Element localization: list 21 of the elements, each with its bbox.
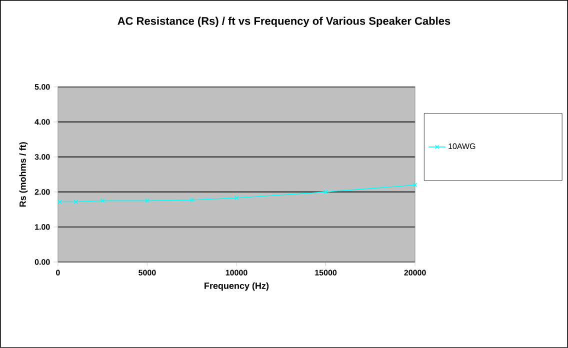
y-axis-title: Rs (mohms / ft)	[19, 142, 28, 207]
y-tick-label: 2.00	[34, 189, 50, 195]
point	[234, 196, 239, 200]
point	[100, 198, 105, 203]
x-tick-label: 0	[56, 270, 60, 276]
x-tick-label: 20000	[404, 270, 426, 276]
x-axis-title: Frequency (Hz)	[204, 282, 269, 291]
chart-title: AC Resistance (Rs) / ft vs Frequency of Various Speaker Cables	[118, 16, 450, 28]
point	[145, 198, 150, 203]
point	[324, 190, 328, 194]
x-tick-label: 10000	[226, 270, 248, 276]
y-tick-label: 1.00	[35, 224, 50, 230]
x-tick-label: 15000	[315, 270, 337, 276]
y-tick-label: 3.00	[34, 154, 50, 160]
y-tick-label: 0.00	[34, 259, 50, 265]
y-tick-label: 5.00	[34, 84, 50, 90]
x-tick-label: 5000	[138, 270, 156, 276]
point	[74, 200, 78, 204]
legend-label: 10AWG	[448, 143, 476, 150]
point	[190, 198, 194, 202]
y-tick-label: 4.00	[34, 119, 50, 125]
